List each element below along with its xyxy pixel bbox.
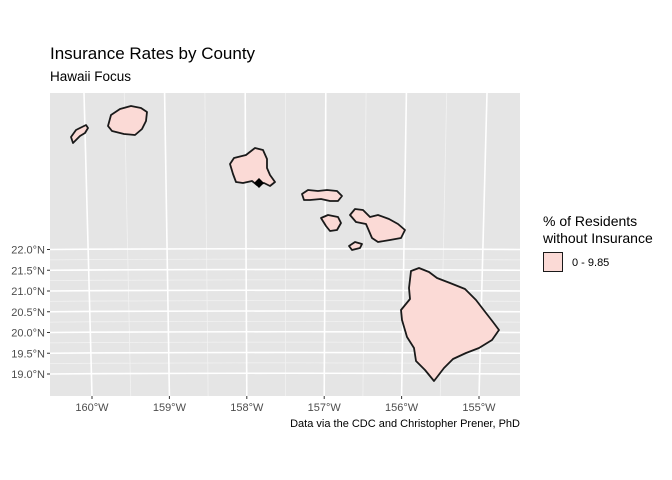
- legend-title: % of Residents without Insurance: [543, 213, 653, 247]
- x-axis-ticks: 160°W 159°W 158°W 157°W 156°W 155°W: [75, 396, 496, 414]
- x-tick-label: 159°W: [153, 402, 187, 414]
- major-meridian: [83, 92, 93, 397]
- minor-parallel: [49, 362, 521, 365]
- x-tick-label: 155°W: [462, 402, 496, 414]
- chart-subtitle: Hawaii Focus: [50, 69, 132, 84]
- major-meridian: [244, 92, 248, 397]
- legend-key-label: 0 - 9.85: [572, 257, 610, 269]
- minor-parallel: [49, 258, 521, 261]
- x-tick-label: 160°W: [75, 402, 109, 414]
- major-meridian: [163, 92, 171, 397]
- chart-title: Insurance Rates by County: [50, 44, 256, 63]
- island-polygons: [70, 105, 500, 382]
- y-tick-label: 19.5°N: [11, 348, 45, 360]
- x-tick-label: 157°W: [308, 402, 342, 414]
- y-tick-label: 21.0°N: [11, 286, 45, 298]
- legend-title-line-2: without Insurance: [543, 230, 653, 246]
- y-tick-label: 20.5°N: [11, 307, 45, 319]
- island-maui: [349, 208, 406, 243]
- island-kahoolawe: [348, 241, 363, 251]
- major-parallel: [49, 372, 521, 375]
- y-axis-ticks: 22.0°N 21.5°N 21.0°N 20.5°N 20.0°N 19.5°N 19.0…: [11, 245, 50, 381]
- island-hawaii: [400, 267, 500, 382]
- y-tick-label: 20.0°N: [11, 328, 45, 340]
- island-niihau: [70, 124, 89, 144]
- legend-key-swatch: [543, 252, 563, 272]
- major-meridian: [400, 92, 408, 397]
- island-lanai: [320, 214, 342, 232]
- y-tick-label: 19.0°N: [11, 369, 45, 381]
- x-tick-label: 158°W: [230, 402, 264, 414]
- island-kauai: [107, 105, 148, 136]
- minor-parallel: [49, 279, 521, 282]
- chart-caption: Data via the CDC and Christopher Prener,…: [290, 418, 520, 430]
- y-tick-label: 21.5°N: [11, 265, 45, 277]
- major-meridian: [323, 92, 327, 397]
- minor-meridian: [204, 92, 209, 397]
- island-oahu: [229, 147, 276, 187]
- x-tick-label: 156°W: [385, 402, 419, 414]
- legend-title-line-1: % of Residents: [543, 213, 638, 229]
- y-tick-label: 22.0°N: [11, 245, 45, 257]
- minor-meridian: [123, 92, 132, 397]
- major-parallel: [49, 268, 521, 272]
- minor-meridian: [362, 92, 367, 397]
- honolulu-point-marker: [254, 178, 264, 188]
- major-parallel: [49, 247, 521, 251]
- island-molokai: [301, 189, 343, 202]
